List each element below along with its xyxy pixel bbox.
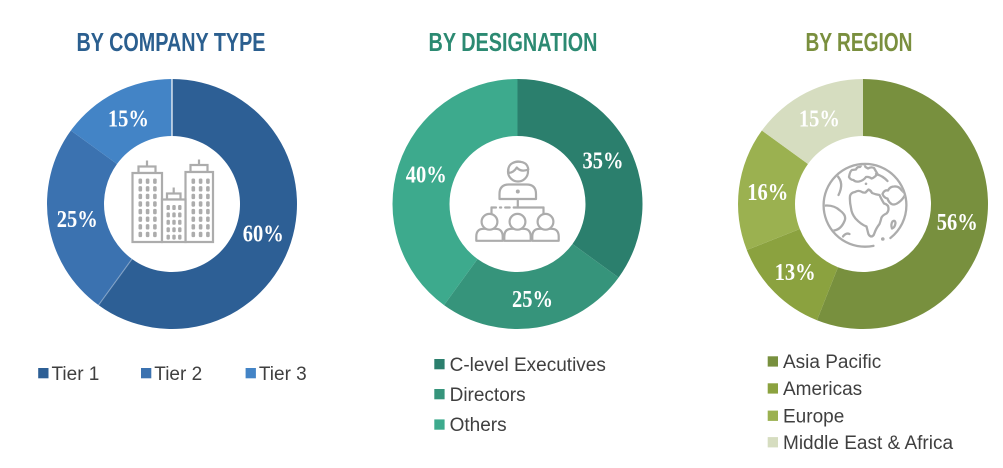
svg-text:40%: 40% xyxy=(406,161,447,188)
svg-text:BY DESIGNATION: BY DESIGNATION xyxy=(429,27,598,57)
svg-text:Tier 2: Tier 2 xyxy=(154,364,202,385)
svg-text:25%: 25% xyxy=(512,286,553,313)
svg-text:56%: 56% xyxy=(937,209,978,236)
svg-text:25%: 25% xyxy=(57,206,98,233)
svg-text:15%: 15% xyxy=(108,106,149,133)
svg-text:Asia Pacific: Asia Pacific xyxy=(783,352,881,373)
svg-text:BY COMPANY TYPE: BY COMPANY TYPE xyxy=(77,27,266,57)
svg-text:60%: 60% xyxy=(243,221,284,248)
svg-text:16%: 16% xyxy=(747,179,788,206)
svg-text:15%: 15% xyxy=(799,106,840,133)
svg-text:Tier 1: Tier 1 xyxy=(52,364,100,385)
svg-text:Directors: Directors xyxy=(450,385,526,406)
svg-text:35%: 35% xyxy=(583,147,624,174)
svg-text:Europe: Europe xyxy=(783,406,844,427)
svg-text:Tier 3: Tier 3 xyxy=(259,364,307,385)
svg-text:C-level Executives: C-level Executives xyxy=(450,355,606,376)
svg-text:Others: Others xyxy=(450,415,507,436)
svg-text:Americas: Americas xyxy=(783,379,862,400)
svg-text:Middle East & Africa: Middle East & Africa xyxy=(783,433,953,454)
svg-text:BY REGION: BY REGION xyxy=(806,27,913,57)
svg-text:13%: 13% xyxy=(775,259,816,286)
